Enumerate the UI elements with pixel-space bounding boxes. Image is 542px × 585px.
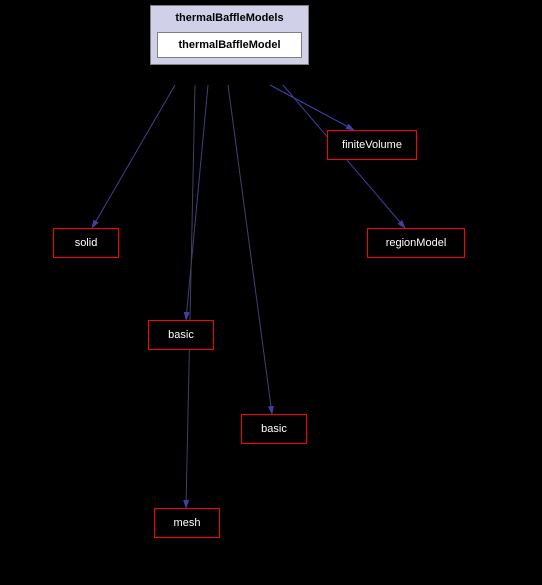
node-label: basic <box>261 423 287 435</box>
node-mesh[interactable]: mesh <box>154 508 220 538</box>
edges-layer <box>0 0 542 585</box>
node-label: mesh <box>174 517 201 529</box>
node-label: basic <box>168 329 194 341</box>
container-outer-label: thermalBaffleModels <box>157 12 302 24</box>
node-basic-2[interactable]: basic <box>241 414 307 444</box>
container-inner-label: thermalBaffleModel <box>164 39 295 51</box>
container-inner[interactable]: thermalBaffleModel <box>157 32 302 58</box>
node-solid[interactable]: solid <box>53 228 119 258</box>
node-label: regionModel <box>386 237 447 249</box>
node-label: finiteVolume <box>342 139 402 151</box>
node-regionmodel[interactable]: regionModel <box>367 228 465 258</box>
node-label: solid <box>75 237 98 249</box>
node-finitevolume[interactable]: finiteVolume <box>327 130 417 160</box>
node-basic-1[interactable]: basic <box>148 320 214 350</box>
container-outer[interactable]: thermalBaffleModels thermalBaffleModel <box>150 5 309 65</box>
